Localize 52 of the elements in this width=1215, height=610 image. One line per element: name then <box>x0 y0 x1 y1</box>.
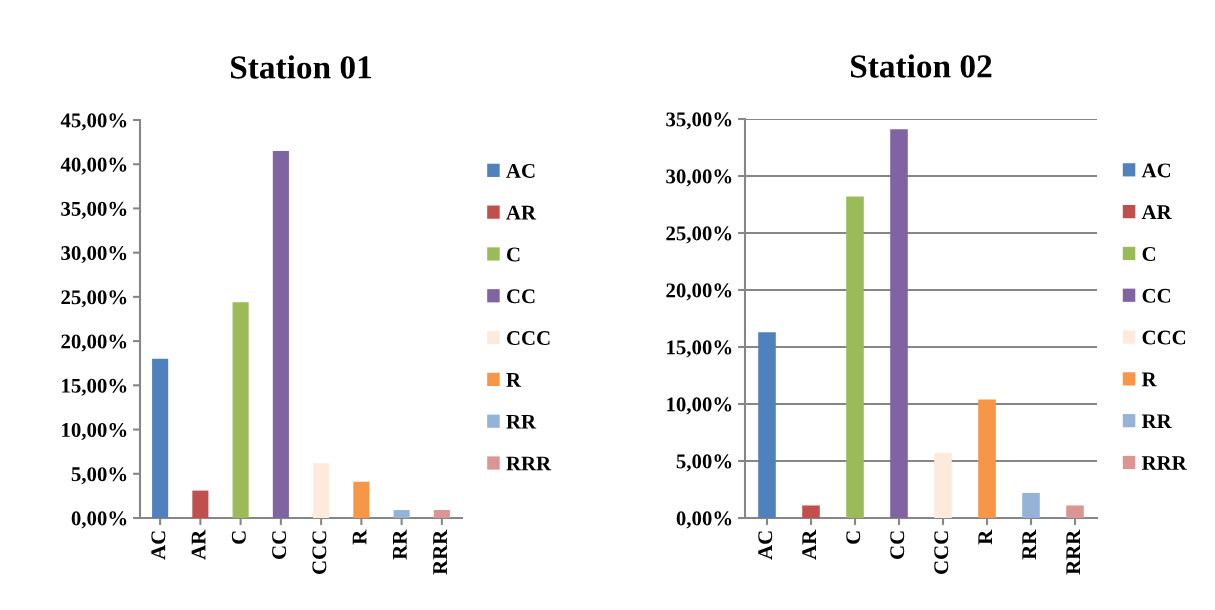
y-tick-label: 20,00% <box>61 334 127 352</box>
x-tick-label: AC <box>151 531 166 560</box>
chart-title: Station 01 <box>231 55 372 79</box>
x-tick-label: CC <box>272 531 287 559</box>
chart-title: Station 02 <box>851 54 992 78</box>
y-tick-label: 45,00% <box>60 113 127 131</box>
x-tick-label: RR <box>392 529 407 560</box>
legend-label: R <box>506 373 522 387</box>
legend-label: R <box>1141 372 1157 387</box>
legend-label: RR <box>1141 414 1172 429</box>
legend-label: AC <box>1141 163 1171 178</box>
legend-label: CCC <box>1142 330 1186 345</box>
y-tick-label: 25,00% <box>61 290 127 308</box>
legend-label: RRR <box>1141 456 1187 470</box>
legend-label: CC <box>506 289 535 304</box>
y-tick-label: 30,00% <box>666 169 732 187</box>
x-tick-label: AR <box>191 529 206 560</box>
x-tick-label: CC <box>890 531 905 559</box>
y-tick-label: 40,00% <box>60 157 127 175</box>
x-tick-label: RRR <box>1066 529 1081 575</box>
x-tick-label: R <box>352 529 367 545</box>
y-tick-label: 5,00% <box>71 467 127 485</box>
y-tick-label: 20,00% <box>666 283 732 301</box>
legend-label: C <box>506 247 520 262</box>
x-tick-label: R <box>978 529 993 545</box>
legend-label: AC <box>506 163 535 178</box>
y-tick-label: 35,00% <box>61 201 127 219</box>
x-tick-label: C <box>846 531 861 544</box>
y-tick-label: 0,00% <box>71 511 127 529</box>
x-tick-label: AC <box>758 531 773 560</box>
x-tick-label: RR <box>1022 529 1037 560</box>
legend-label: AR <box>1141 205 1172 219</box>
y-tick-label: 25,00% <box>666 226 732 244</box>
y-tick-label: 15,00% <box>667 340 732 358</box>
y-tick-label: 10,00% <box>667 397 732 415</box>
y-tick-label: 15,00% <box>62 378 127 396</box>
x-tick-label: CCC <box>934 531 949 574</box>
legend-label: RR <box>506 414 537 429</box>
x-tick-label: AR <box>802 529 817 560</box>
x-tick-label: C <box>231 531 246 544</box>
legend-label: RRR <box>506 456 552 471</box>
legend-label: AR <box>506 205 537 220</box>
legend-label: CCC <box>506 331 550 346</box>
x-tick-label: CCC <box>312 531 327 574</box>
y-tick-label: 30,00% <box>61 246 127 264</box>
y-tick-label: 0,00% <box>676 511 732 529</box>
y-tick-label: 10,00% <box>62 422 127 441</box>
y-tick-label: 5,00% <box>676 454 732 472</box>
legend-label: CC <box>1142 288 1171 303</box>
y-tick-label: 35,00% <box>666 112 732 130</box>
x-tick-label: RRR <box>433 529 447 575</box>
legend-label: C <box>1142 247 1155 261</box>
